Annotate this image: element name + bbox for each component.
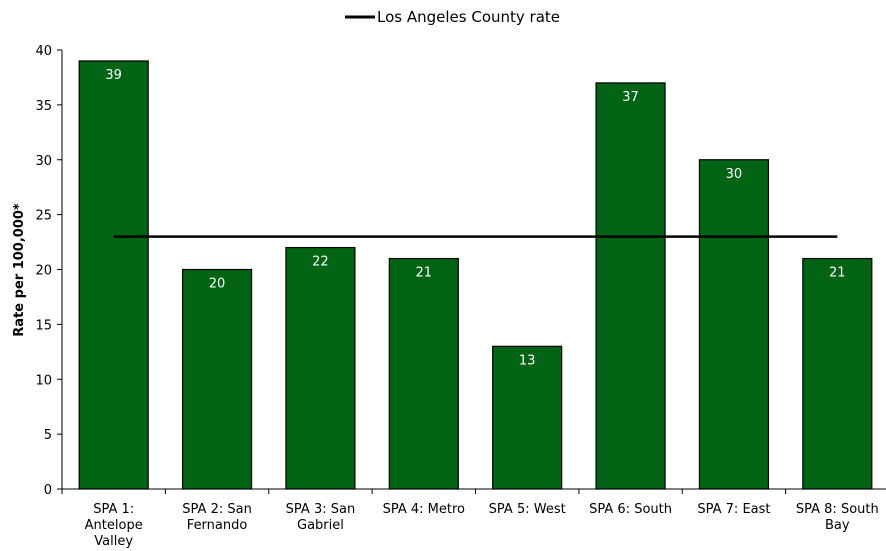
data-label: 39 [105,68,122,83]
y-tick-label: 20 [35,264,52,279]
bar [802,257,873,490]
category-label: SPA 6: South [589,502,672,517]
y-tick-label: 5 [44,428,52,443]
y-tick-label: 30 [35,154,52,169]
bar [595,82,666,490]
data-label: 22 [312,255,329,270]
bar [698,159,770,490]
legend-label: Los Angeles County rate [377,8,560,26]
bar [388,257,459,490]
data-label: 37 [622,90,639,105]
data-label: 21 [829,266,846,281]
category-label: SPA 5: West [489,502,566,517]
legend: Los Angeles County rate [345,8,560,26]
y-tick-label: 25 [35,209,52,224]
y-tick-label: 40 [35,44,52,59]
category-label: SPA 3: San Gabriel [286,502,356,533]
data-label: 30 [726,167,743,182]
y-tick-label: 35 [35,99,52,114]
category-label: SPA 8: South Bay [796,502,879,533]
y-axis-label: Rate per 100,000* [12,203,27,337]
y-tick-label: 0 [44,483,52,498]
y-tick-label: 10 [35,373,52,388]
data-label: 20 [209,277,226,292]
category-label: SPA 4: Metro [383,502,465,517]
category-label: SPA 1: Antelope Valley [85,502,143,549]
bar [285,246,356,490]
bar [78,60,149,490]
bar [492,345,563,490]
category-label: SPA 2: San Fernando [182,502,252,533]
plot-area: 0 5 10 15 20 25 30 35 40 39 SPA 1: Antelope Valley 20… [35,44,886,549]
bar [181,268,253,490]
y-tick-label: 15 [35,318,52,333]
data-label: 21 [416,266,433,281]
data-label: 13 [519,353,536,368]
category-label: SPA 7: East [697,502,770,517]
